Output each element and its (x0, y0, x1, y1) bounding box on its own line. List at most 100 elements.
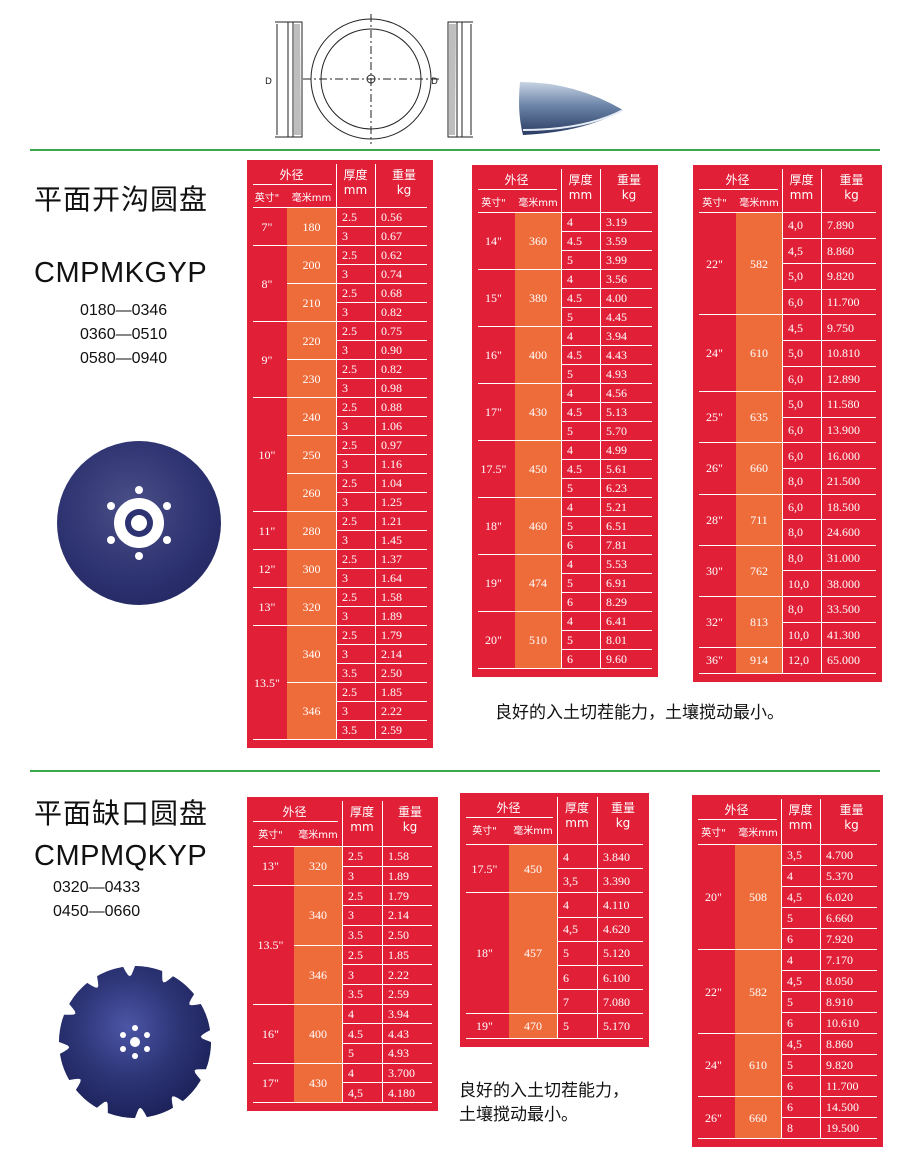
rule (253, 1063, 342, 1064)
weight-cell: 0.56 (381, 210, 402, 224)
header-inch: 英寸" (701, 828, 726, 839)
weight-cell: 6.91 (606, 576, 627, 590)
rule (253, 739, 336, 740)
thickness-cell: 2.5 (348, 947, 363, 962)
inch-cell: 17.5" (480, 462, 507, 476)
header-weight: 重量 kg (397, 805, 422, 834)
rule (287, 435, 336, 436)
rule (336, 606, 427, 607)
rule (253, 184, 332, 185)
thickness-cell: 10,0 (788, 576, 809, 591)
header-mm: 毫米mm (513, 826, 553, 837)
thickness-cell: 4 (567, 329, 573, 343)
weight-cell: 4.56 (606, 386, 627, 400)
weight-cell: 4.180 (388, 1085, 415, 1100)
mm-column (735, 845, 781, 1139)
header-mm: 毫米mm (738, 828, 778, 839)
thickness-cell: 5 (567, 519, 573, 533)
mm-cell: 610 (749, 1058, 767, 1072)
weight-cell: 8.01 (606, 633, 627, 647)
weight-cell: 11.580 (827, 397, 860, 412)
weight-cell: 2.50 (381, 666, 402, 680)
rule (557, 1038, 643, 1039)
mm-cell: 230 (302, 371, 321, 386)
rule (781, 991, 877, 992)
rule (781, 1012, 877, 1013)
spec-table-header: 外径 英寸" 毫米mm 厚度 mm 重量 kg (693, 165, 882, 213)
thickness-cell: 3 (342, 647, 348, 661)
inch-cell: 20" (485, 633, 502, 647)
rule (466, 817, 553, 818)
rule (336, 164, 337, 740)
weight-cell: 1.85 (381, 685, 402, 699)
rule (699, 673, 782, 674)
inch-cell: 14" (485, 234, 502, 248)
weight-cell: 1.37 (381, 552, 402, 566)
inch-cell: 7" (261, 219, 273, 234)
weight-cell: 3.99 (606, 253, 627, 267)
mm-cell: 430 (309, 1075, 327, 1090)
mm-cell: 711 (750, 512, 768, 527)
rule (253, 821, 338, 822)
weight-cell: 41.300 (827, 627, 860, 642)
rule (253, 207, 427, 208)
weight-cell: 6.23 (606, 481, 627, 495)
weight-cell: 0.98 (381, 381, 402, 395)
inch-cell: 8" (261, 276, 273, 291)
rule (557, 868, 643, 869)
rule (561, 592, 652, 593)
thickness-cell: 2.5 (342, 324, 357, 338)
weight-cell: 1.58 (381, 590, 402, 604)
weight-cell: 9.820 (826, 1058, 853, 1072)
inch-cell: 9" (261, 352, 273, 367)
section2-description: 良好的入土切茬能力， 土壤搅动最小。 (459, 1079, 629, 1127)
weight-cell: 16.000 (827, 448, 860, 463)
rule (698, 1138, 781, 1139)
rule (561, 383, 652, 384)
weight-cell: 6.51 (606, 519, 627, 533)
spec-table-header: 外径 英寸" 毫米mm 厚度 mm 重量 kg (460, 793, 649, 841)
header-thickness: 厚度 mm (789, 173, 814, 202)
rule (336, 359, 427, 360)
weight-cell: 7.170 (826, 953, 853, 967)
rule (336, 625, 427, 626)
rule (342, 905, 432, 906)
rule (782, 238, 876, 239)
rule (253, 549, 336, 550)
thickness-cell: 4,5 (788, 320, 803, 335)
section-divider-1 (30, 149, 880, 151)
header-outer-diameter: 外径 (282, 805, 307, 819)
section1-code: CMPMKGYP (34, 257, 208, 289)
inch-cell: 10" (258, 447, 276, 462)
inch-cell: 22" (705, 984, 722, 999)
rule (336, 587, 427, 588)
weight-cell: 7.080 (603, 994, 630, 1009)
rule (375, 164, 376, 740)
rule (336, 720, 427, 721)
thickness-cell: 4 (567, 443, 573, 457)
mm-cell: 635 (750, 410, 768, 425)
header-thickness: 厚度 mm (564, 801, 589, 830)
mm-cell: 360 (529, 234, 547, 248)
thickness-cell: 2.5 (342, 248, 357, 262)
mm-cell: 474 (529, 576, 547, 590)
weight-cell: 8.29 (606, 595, 627, 609)
rule (287, 682, 336, 683)
rule (336, 302, 427, 303)
header-inch: 英寸" (258, 830, 283, 841)
weight-cell: 4.99 (606, 443, 627, 457)
rule (561, 516, 652, 517)
weight-cell: 1.06 (381, 419, 402, 433)
thickness-cell: 4,5 (563, 922, 578, 937)
rule (342, 885, 432, 886)
rule (781, 1054, 877, 1055)
rule (561, 535, 652, 536)
mm-cell: 460 (529, 519, 547, 533)
range-item: 0180—0346 (80, 302, 168, 319)
rule (782, 340, 876, 341)
thickness-cell: 4 (563, 897, 569, 912)
rule (561, 668, 652, 669)
weight-cell: 14.500 (826, 1100, 859, 1114)
weight-cell: 5.120 (603, 946, 630, 961)
header-thickness: 厚度 mm (788, 803, 813, 832)
